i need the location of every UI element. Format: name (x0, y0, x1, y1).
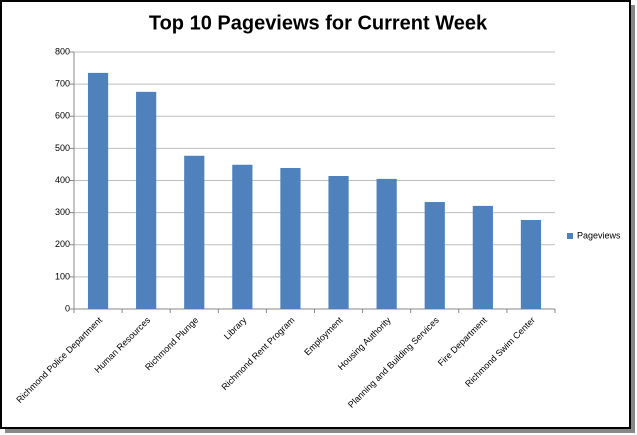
bar (136, 91, 157, 310)
bar (87, 72, 109, 309)
legend-label: Pageviews (577, 230, 621, 240)
y-tick-label: 300 (55, 207, 70, 217)
bar (328, 176, 349, 309)
y-tick-label: 200 (55, 239, 70, 249)
bar (184, 155, 205, 309)
frame-shadow (5, 429, 635, 433)
bar (232, 164, 253, 309)
bar (472, 205, 493, 309)
y-tick-label: 800 (55, 46, 70, 56)
y-tick-label: 600 (55, 111, 70, 121)
bar (280, 167, 301, 309)
bar (520, 220, 542, 309)
y-tick-label: 400 (55, 175, 70, 185)
y-tick-label: 700 (55, 79, 70, 89)
y-tick-label: 0 (65, 303, 70, 313)
bar (376, 178, 397, 309)
chart-title: Top 10 Pageviews for Current Week (149, 12, 488, 34)
bar (424, 202, 445, 309)
legend-key (567, 233, 573, 239)
y-tick-label: 500 (55, 143, 70, 153)
frame-shadow (631, 5, 635, 431)
y-tick-label: 100 (55, 271, 70, 281)
